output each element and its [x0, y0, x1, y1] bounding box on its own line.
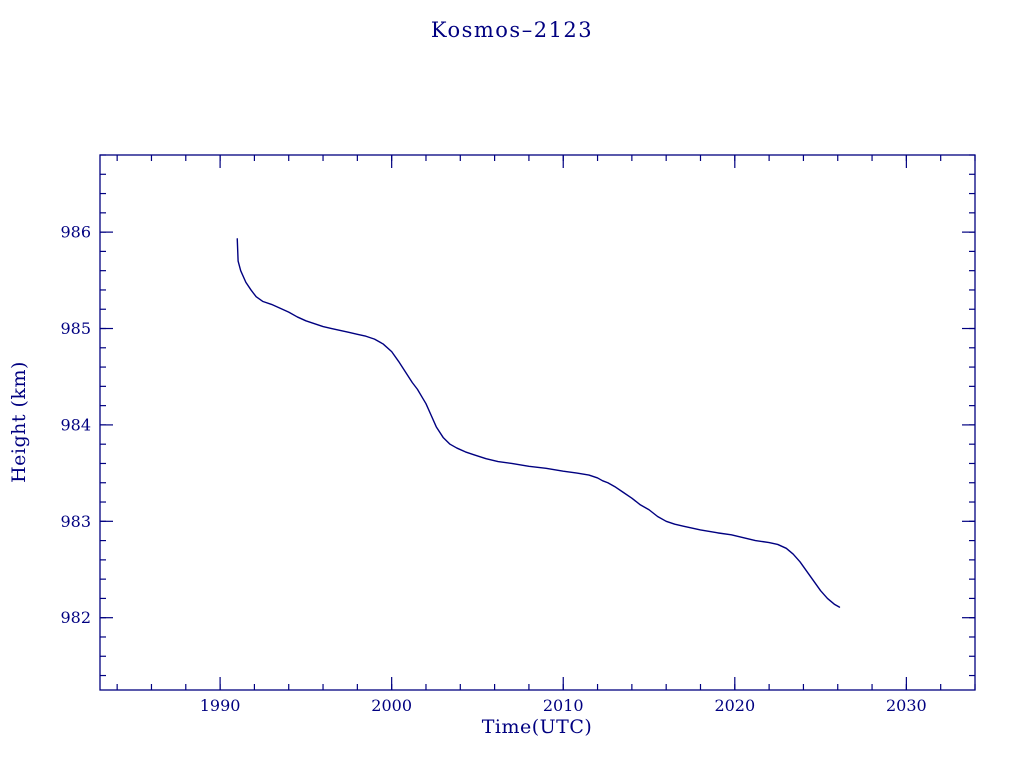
x-tick-label: 2030 — [886, 696, 927, 715]
x-tick-label: 2010 — [543, 696, 584, 715]
y-tick-label: 985 — [60, 319, 91, 338]
x-tick-label: 2020 — [714, 696, 755, 715]
x-tick-label: 2000 — [371, 696, 412, 715]
y-tick-label: 986 — [60, 223, 91, 242]
y-tick-label: 982 — [60, 608, 91, 627]
height-series-line — [236, 238, 841, 608]
y-tick-label: 983 — [60, 512, 91, 531]
chart-title: Kosmos–2123 — [430, 18, 594, 42]
x-axis-label: Time(UTC) — [481, 716, 593, 738]
x-tick-label: 1990 — [200, 696, 241, 715]
y-tick-label: 984 — [60, 415, 91, 434]
plot-border — [99, 154, 976, 691]
